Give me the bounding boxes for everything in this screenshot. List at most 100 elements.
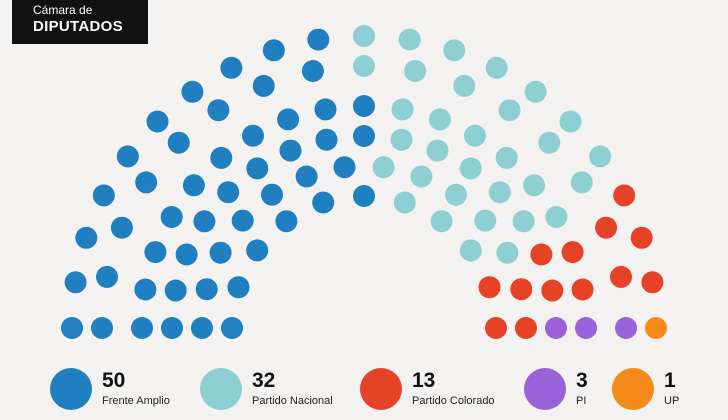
seat-frente-amplio — [134, 278, 157, 301]
seat-pi — [575, 317, 597, 339]
seat-frente-amplio — [220, 56, 243, 79]
seat-partido-nacional — [453, 74, 476, 97]
seat-frente-amplio — [353, 95, 375, 117]
seat-partido-nacional — [512, 210, 535, 233]
seat-frente-amplio — [275, 210, 298, 233]
seat-frente-amplio — [195, 278, 218, 301]
seat-frente-amplio — [61, 317, 83, 339]
seat-partido-colorado — [561, 241, 584, 264]
seat-frente-amplio — [246, 239, 269, 262]
seat-frente-amplio — [207, 99, 230, 122]
legend-label-frente-amplio: Frente Amplio — [102, 395, 170, 407]
seat-partido-nacional — [485, 56, 508, 79]
seat-frente-amplio — [193, 210, 216, 233]
seat-frente-amplio — [96, 265, 118, 288]
seat-partido-nacional — [523, 174, 546, 197]
seat-partido-nacional — [372, 156, 395, 179]
seat-partido-colorado — [515, 317, 537, 339]
seat-frente-amplio — [135, 171, 158, 194]
chamber-title-subtitle: Cámara de — [33, 3, 93, 17]
seat-partido-nacional — [488, 181, 511, 204]
seat-frente-amplio — [307, 28, 330, 51]
seat-partido-nacional — [426, 139, 449, 162]
seat-frente-amplio — [75, 226, 98, 249]
seat-frente-amplio — [262, 39, 285, 62]
seat-frente-amplio — [210, 146, 233, 169]
legend-dot-frente-amplio — [50, 368, 92, 410]
seat-frente-amplio — [231, 209, 254, 232]
seat-partido-nacional — [404, 60, 427, 82]
seat-frente-amplio — [144, 241, 167, 264]
legend: 50 Frente Amplio 32 Partido Nacional 13 … — [0, 364, 728, 420]
legend-dot-pi — [524, 368, 566, 410]
legend-dot-up — [612, 368, 654, 410]
seat-partido-nacional — [538, 131, 561, 154]
seat-partido-nacional — [428, 108, 451, 131]
seat-frente-amplio — [64, 271, 87, 294]
seat-frente-amplio — [217, 181, 240, 204]
chamber-title: DIPUTADOS — [33, 18, 123, 35]
seat-partido-colorado — [478, 276, 501, 299]
legend-label-partido-colorado: Partido Colorado — [412, 395, 495, 407]
seat-partido-colorado — [510, 278, 533, 301]
seat-frente-amplio — [315, 128, 338, 151]
seat-frente-amplio — [161, 317, 183, 339]
legend-count-partido-colorado: 13 — [412, 369, 436, 392]
legend-count-partido-nacional: 32 — [252, 369, 276, 392]
seat-frente-amplio — [242, 124, 264, 147]
seat-partido-nacional — [445, 183, 467, 206]
seat-partido-colorado — [571, 278, 594, 301]
seat-partido-nacional — [474, 209, 497, 232]
seat-frente-amplio — [164, 279, 187, 302]
seat-partido-colorado — [485, 317, 507, 339]
legend-count-pi: 3 — [576, 369, 588, 392]
parliament-hemicycle — [61, 25, 667, 339]
seat-partido-nacional — [390, 128, 413, 151]
seat-partido-colorado — [610, 265, 632, 288]
seat-partido-nacional — [353, 55, 375, 77]
legend-label-pi: PI — [576, 395, 587, 407]
seat-partido-nacional — [464, 124, 486, 147]
seat-frente-amplio — [301, 60, 324, 82]
seat-partido-nacional — [393, 191, 416, 214]
seat-frente-amplio — [353, 125, 375, 147]
seat-partido-nacional — [589, 145, 612, 168]
seat-partido-nacional — [495, 146, 518, 169]
seat-frente-amplio — [110, 216, 133, 239]
seat-frente-amplio — [91, 317, 113, 339]
seat-partido-nacional — [391, 98, 414, 121]
seat-partido-nacional — [353, 25, 375, 47]
seat-partido-colorado — [595, 216, 618, 239]
legend-count-up: 1 — [664, 369, 676, 392]
seat-partido-colorado — [613, 184, 636, 207]
seat-frente-amplio — [227, 276, 250, 299]
legend-label-partido-nacional: Partido Nacional — [252, 395, 333, 407]
legend-dot-partido-nacional — [200, 368, 242, 410]
seat-partido-colorado — [530, 243, 553, 266]
seat-frente-amplio — [146, 110, 169, 133]
legend-dot-partido-colorado — [360, 368, 402, 410]
seat-frente-amplio — [167, 131, 190, 154]
seat-partido-nacional — [496, 241, 519, 264]
chamber-title-box: Cámara de DIPUTADOS — [12, 0, 148, 44]
seat-frente-amplio — [116, 145, 139, 168]
seat-partido-nacional — [430, 210, 453, 233]
seat-partido-nacional — [443, 39, 466, 62]
seat-frente-amplio — [246, 157, 269, 180]
seat-frente-amplio — [353, 185, 375, 207]
seat-partido-colorado — [541, 279, 564, 302]
seat-frente-amplio — [92, 184, 115, 207]
seat-frente-amplio — [221, 317, 243, 339]
seat-frente-amplio — [160, 206, 183, 228]
seat-frente-amplio — [312, 191, 335, 214]
seat-frente-amplio — [252, 74, 275, 97]
seat-partido-nacional — [498, 99, 521, 122]
legend-count-frente-amplio: 50 — [102, 369, 126, 392]
seat-frente-amplio — [261, 183, 283, 206]
seat-pi — [615, 317, 637, 339]
seat-partido-nacional — [524, 80, 547, 103]
seat-frente-amplio — [279, 139, 302, 162]
seat-frente-amplio — [295, 165, 318, 188]
seat-partido-nacional — [459, 239, 482, 262]
seat-frente-amplio — [333, 156, 356, 179]
